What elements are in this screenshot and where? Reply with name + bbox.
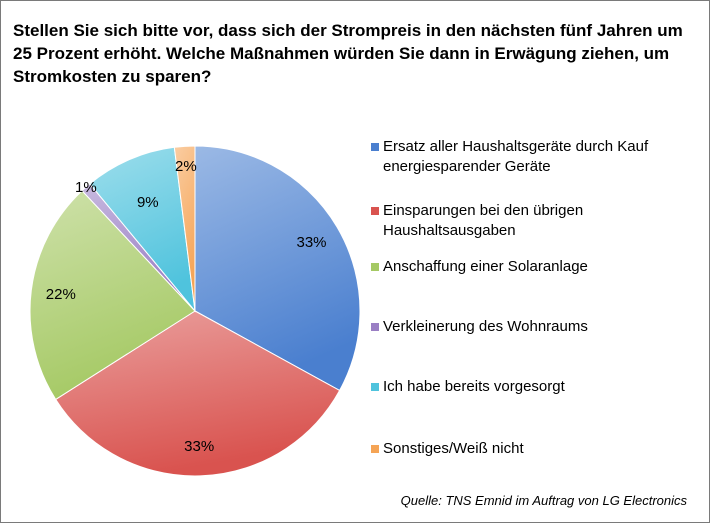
slice-data-label: 1% — [75, 179, 97, 196]
legend-swatch — [371, 383, 379, 391]
chart-title: Stellen Sie sich bitte vor, dass sich de… — [13, 21, 683, 86]
legend-label: Sonstiges/Weiß nicht — [383, 440, 524, 457]
slice-data-label: 9% — [137, 194, 159, 211]
legend-label: Verkleinerung des Wohnraums — [383, 318, 588, 335]
pie-slice — [173, 145, 196, 312]
slice-data-label: 22% — [46, 286, 76, 303]
legend-swatch — [371, 323, 379, 331]
pie-slice — [29, 190, 196, 401]
legend-swatch — [371, 143, 379, 151]
legend-label: Einsparungen bei den übrigen Haushaltsau… — [383, 202, 584, 239]
pie-slice — [54, 310, 341, 477]
legend-label: Ich habe bereits vorgesorgt — [383, 378, 565, 395]
slice-data-label: 2% — [175, 158, 197, 175]
source-note: Quelle: TNS Emnid im Auftrag von LG Elec… — [400, 493, 687, 508]
legend-swatch — [371, 445, 379, 453]
legend-swatch — [371, 263, 379, 271]
pie-slice — [194, 145, 361, 392]
pie-slice — [89, 146, 196, 313]
legend-label: Ersatz aller Haushaltsgeräte durch Kauf … — [383, 138, 649, 175]
legend-swatch — [371, 207, 379, 215]
slice-data-label: 33% — [296, 234, 326, 251]
legend-label: Anschaffung einer Solaranlage — [383, 258, 588, 275]
slice-data-label: 33% — [184, 438, 214, 455]
